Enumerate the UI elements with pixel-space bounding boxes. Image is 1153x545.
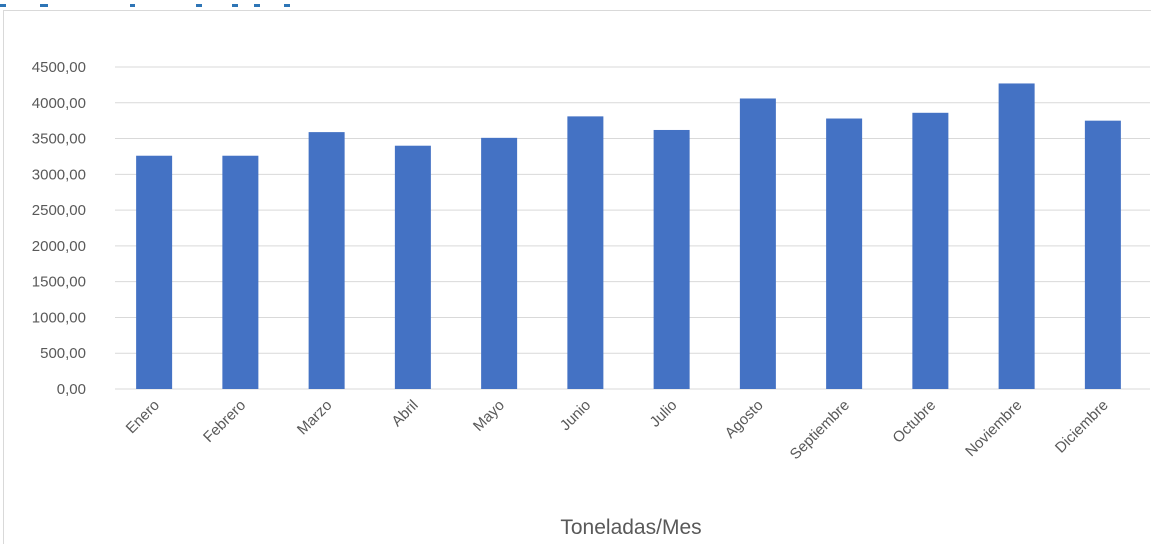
y-tick-label: 500,00 — [40, 345, 86, 362]
x-tick-label: Julio — [647, 397, 681, 431]
bar-octubre — [912, 112, 949, 389]
y-tick-label: 2000,00 — [32, 238, 86, 255]
x-tick-label: Mayo — [470, 397, 508, 435]
bar-agosto — [739, 98, 776, 390]
x-tick-label: Octubre — [889, 397, 939, 447]
bar-abril — [394, 145, 431, 389]
y-tick-label: 1500,00 — [32, 274, 86, 291]
x-axis-title: Toneladas/Mes — [560, 516, 701, 539]
y-tick-label: 3500,00 — [32, 131, 86, 148]
x-tick-label: Febrero — [200, 397, 249, 446]
bar-septiembre — [826, 118, 863, 390]
x-axis-tick-labels: Enero Febrero Marzo Abril Mayo Junio Julio Agos… — [123, 397, 1112, 463]
y-tick-label: 4000,00 — [32, 95, 86, 112]
bar-enero — [136, 155, 173, 389]
y-tick-label: 3000,00 — [32, 166, 86, 183]
bar-diciembre — [1084, 120, 1121, 390]
x-tick-label: Enero — [123, 397, 163, 437]
y-axis-tick-labels: 0,00 500,00 1000,00 1500,00 2000,00 2500,00 30… — [32, 59, 86, 398]
x-tick-label: Junio — [557, 397, 594, 434]
x-tick-label: Marzo — [294, 397, 335, 438]
bar-marzo — [308, 132, 345, 390]
bars — [136, 83, 1121, 390]
x-tick-label: Septiembre — [787, 397, 853, 463]
bar-mayo — [481, 137, 518, 389]
y-tick-label: 2500,00 — [32, 202, 86, 219]
bar-junio — [567, 116, 604, 389]
x-tick-label: Noviembre — [962, 397, 1025, 460]
chart-frame — [3, 10, 1151, 544]
cropped-title-remnant — [0, 0, 1153, 9]
bar-febrero — [222, 155, 259, 389]
gridlines — [115, 66, 1150, 390]
x-tick-label: Abril — [388, 397, 421, 430]
y-tick-label: 0,00 — [57, 381, 86, 398]
x-tick-label: Agosto — [722, 397, 767, 442]
bar-julio — [653, 129, 690, 390]
y-tick-label: 4500,00 — [32, 59, 86, 76]
cropped-title-svg — [0, 4, 290, 7]
x-tick-label: Diciembre — [1052, 397, 1112, 457]
y-tick-label: 1000,00 — [32, 309, 86, 326]
bar-noviembre — [998, 83, 1035, 390]
